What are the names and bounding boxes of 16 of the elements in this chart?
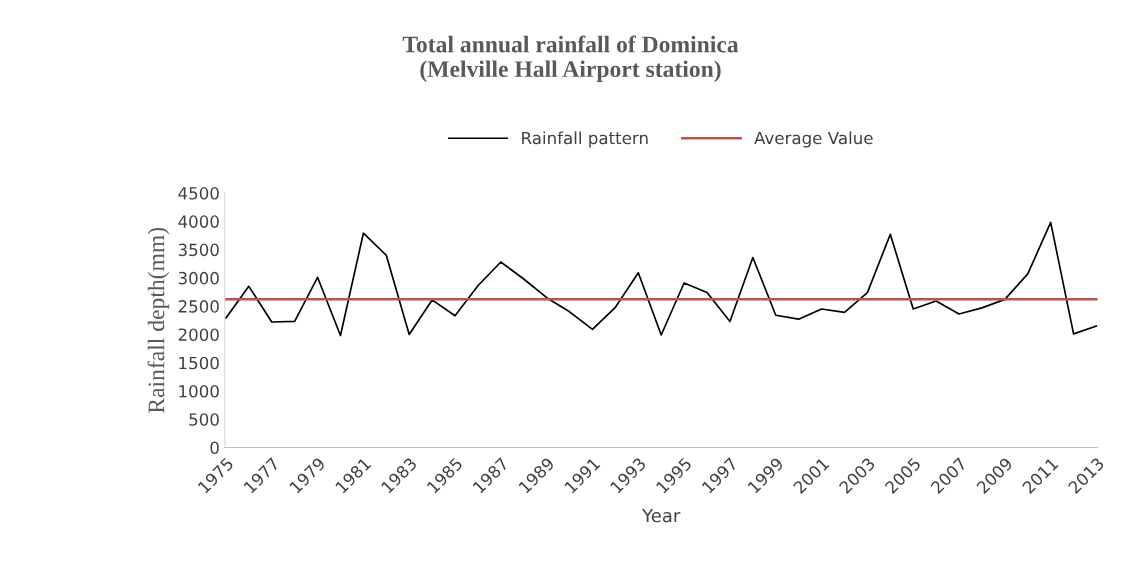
y-axis-title: Rainfall depth(mm) — [147, 227, 170, 414]
y-tick-label: 2000 — [178, 328, 219, 341]
x-axis-title: Year — [642, 508, 681, 523]
line-series — [225, 221, 1098, 337]
y-tick-label: 1500 — [179, 356, 219, 370]
y-tick-label: 3500 — [178, 243, 219, 257]
y-tick-label: 1000 — [179, 384, 219, 398]
y-tick-label: 4000 — [178, 215, 219, 228]
chart-title: Total annual rainfall of Dominica (Melville Hall Airport station) — [402, 35, 739, 82]
y-tick-label: 3000 — [178, 271, 219, 285]
y-tick-label: 0 — [210, 441, 219, 455]
legend-label: Rainfall pattern — [522, 131, 648, 148]
y-tick-label: 500 — [189, 413, 219, 426]
y-tick-label: 4500 — [178, 187, 219, 200]
legend-label: Average Value — [754, 131, 873, 148]
y-tick-label: 2500 — [178, 300, 219, 313]
